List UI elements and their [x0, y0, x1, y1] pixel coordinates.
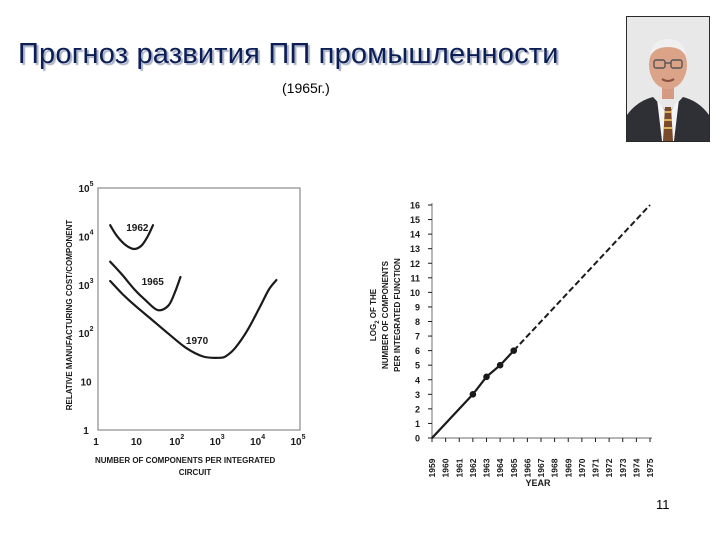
y-axis-label-sub: 2 [375, 320, 381, 324]
measured-point-1964 [496, 361, 504, 369]
x-tick-exp-5: 5 [302, 434, 306, 441]
y-tick-label-5: 5 [415, 361, 420, 371]
x-tick-label-12: 1971 [591, 458, 601, 477]
y-tick-label-1: 1 [415, 419, 420, 429]
x-tick-exp-4: 4 [261, 434, 265, 441]
curve-label-1970: 1970 [186, 336, 209, 347]
y-tick-label-12: 12 [410, 259, 420, 269]
y-tick-label-2: 2 [415, 404, 420, 414]
curve-1965 [109, 260, 182, 312]
slide-title: Прогноз развития ПП промышленности [18, 38, 559, 70]
curve-1970 [109, 279, 278, 359]
x-axis-label: YEAR [525, 478, 551, 488]
y-tick-label-13: 13 [410, 244, 420, 254]
x-tick-label-10: 1969 [563, 458, 573, 477]
x-tick-exp-2: 2 [180, 434, 184, 441]
x-tick-label-2: 1961 [454, 458, 464, 477]
slide-subtitle: (1965г.) [282, 80, 330, 96]
y-tick-label-15: 15 [410, 215, 420, 225]
x-tick-label-1: 1960 [441, 458, 451, 477]
x-tick-label-8: 1967 [536, 458, 546, 477]
y-tick-exp-2: 2 [90, 326, 94, 333]
curve-label-1965: 1965 [142, 277, 165, 288]
y-tick-label-0: 0 [415, 434, 420, 444]
x-tick-label-16: 1975 [645, 458, 655, 477]
x-tick-label-4: 1963 [482, 458, 492, 477]
y-tick-label-0: 1 [83, 426, 89, 437]
x-axis-label-line-2: CIRCUIT [179, 468, 212, 477]
measured-point-1963 [483, 373, 490, 381]
x-tick-label-9: 1968 [550, 458, 560, 477]
measured-point-1962 [469, 391, 477, 398]
y-tick-exp-3: 3 [90, 278, 94, 285]
x-tick-label-7: 1966 [522, 458, 532, 477]
y-tick-label-4: 4 [415, 375, 420, 385]
y-axis-label-line-1: LOG2 OF THE [369, 288, 381, 341]
page-number: 11 [656, 497, 670, 512]
x-tick-label-3: 1962 [468, 458, 478, 477]
x-tick-label-1: 10 [131, 437, 143, 448]
y-tick-label-10: 10 [410, 288, 420, 298]
y-tick-exp-4: 4 [90, 229, 94, 236]
y-tick-label-9: 9 [415, 302, 420, 312]
x-tick-label-13: 1972 [604, 458, 614, 477]
y-axis-label-line-2: NUMBER OF COMPONENTS [381, 260, 390, 369]
curve-1962 [109, 224, 155, 251]
x-tick-label-0: 1 [93, 437, 99, 448]
y-tick-label-14: 14 [410, 230, 420, 240]
x-tick-label-6: 1965 [509, 458, 519, 477]
curve-label-1962: 1962 [126, 223, 149, 234]
y-tick-label-16: 16 [410, 201, 420, 211]
portrait-photo [626, 16, 710, 142]
y-tick-label-3: 3 [415, 390, 420, 400]
x-tick-label-0: 1959 [427, 458, 437, 477]
x-tick-label-14: 1973 [618, 458, 628, 477]
y-tick-label-1: 10 [80, 378, 92, 389]
x-tick-label-15: 1974 [631, 458, 641, 477]
portrait-icon [627, 17, 709, 141]
y-tick-label-7: 7 [415, 332, 420, 342]
x-tick-label-11: 1970 [577, 458, 587, 477]
y-tick-label-6: 6 [415, 346, 420, 356]
plot-frame [97, 187, 301, 431]
y-axis-label: RELATIVE MANUFACTURING COST/COMPONENT [65, 220, 74, 411]
y-axis-label-log: LOG [369, 324, 378, 341]
x-tick-exp-3: 3 [221, 434, 225, 441]
y-tick-label-8: 8 [415, 317, 420, 327]
y-axis-label-line-3: PER INTEGRATED FUNCTION [393, 258, 402, 372]
projection-line [513, 204, 651, 352]
x-tick-label-5: 1964 [495, 458, 505, 477]
x-axis-label-line-1: NUMBER OF COMPONENTS PER INTEGRATED [95, 456, 276, 465]
y-tick-label-11: 11 [410, 273, 420, 283]
y-tick-exp-5: 5 [90, 181, 94, 188]
y-axis-label-of-the: OF THE [369, 288, 378, 320]
